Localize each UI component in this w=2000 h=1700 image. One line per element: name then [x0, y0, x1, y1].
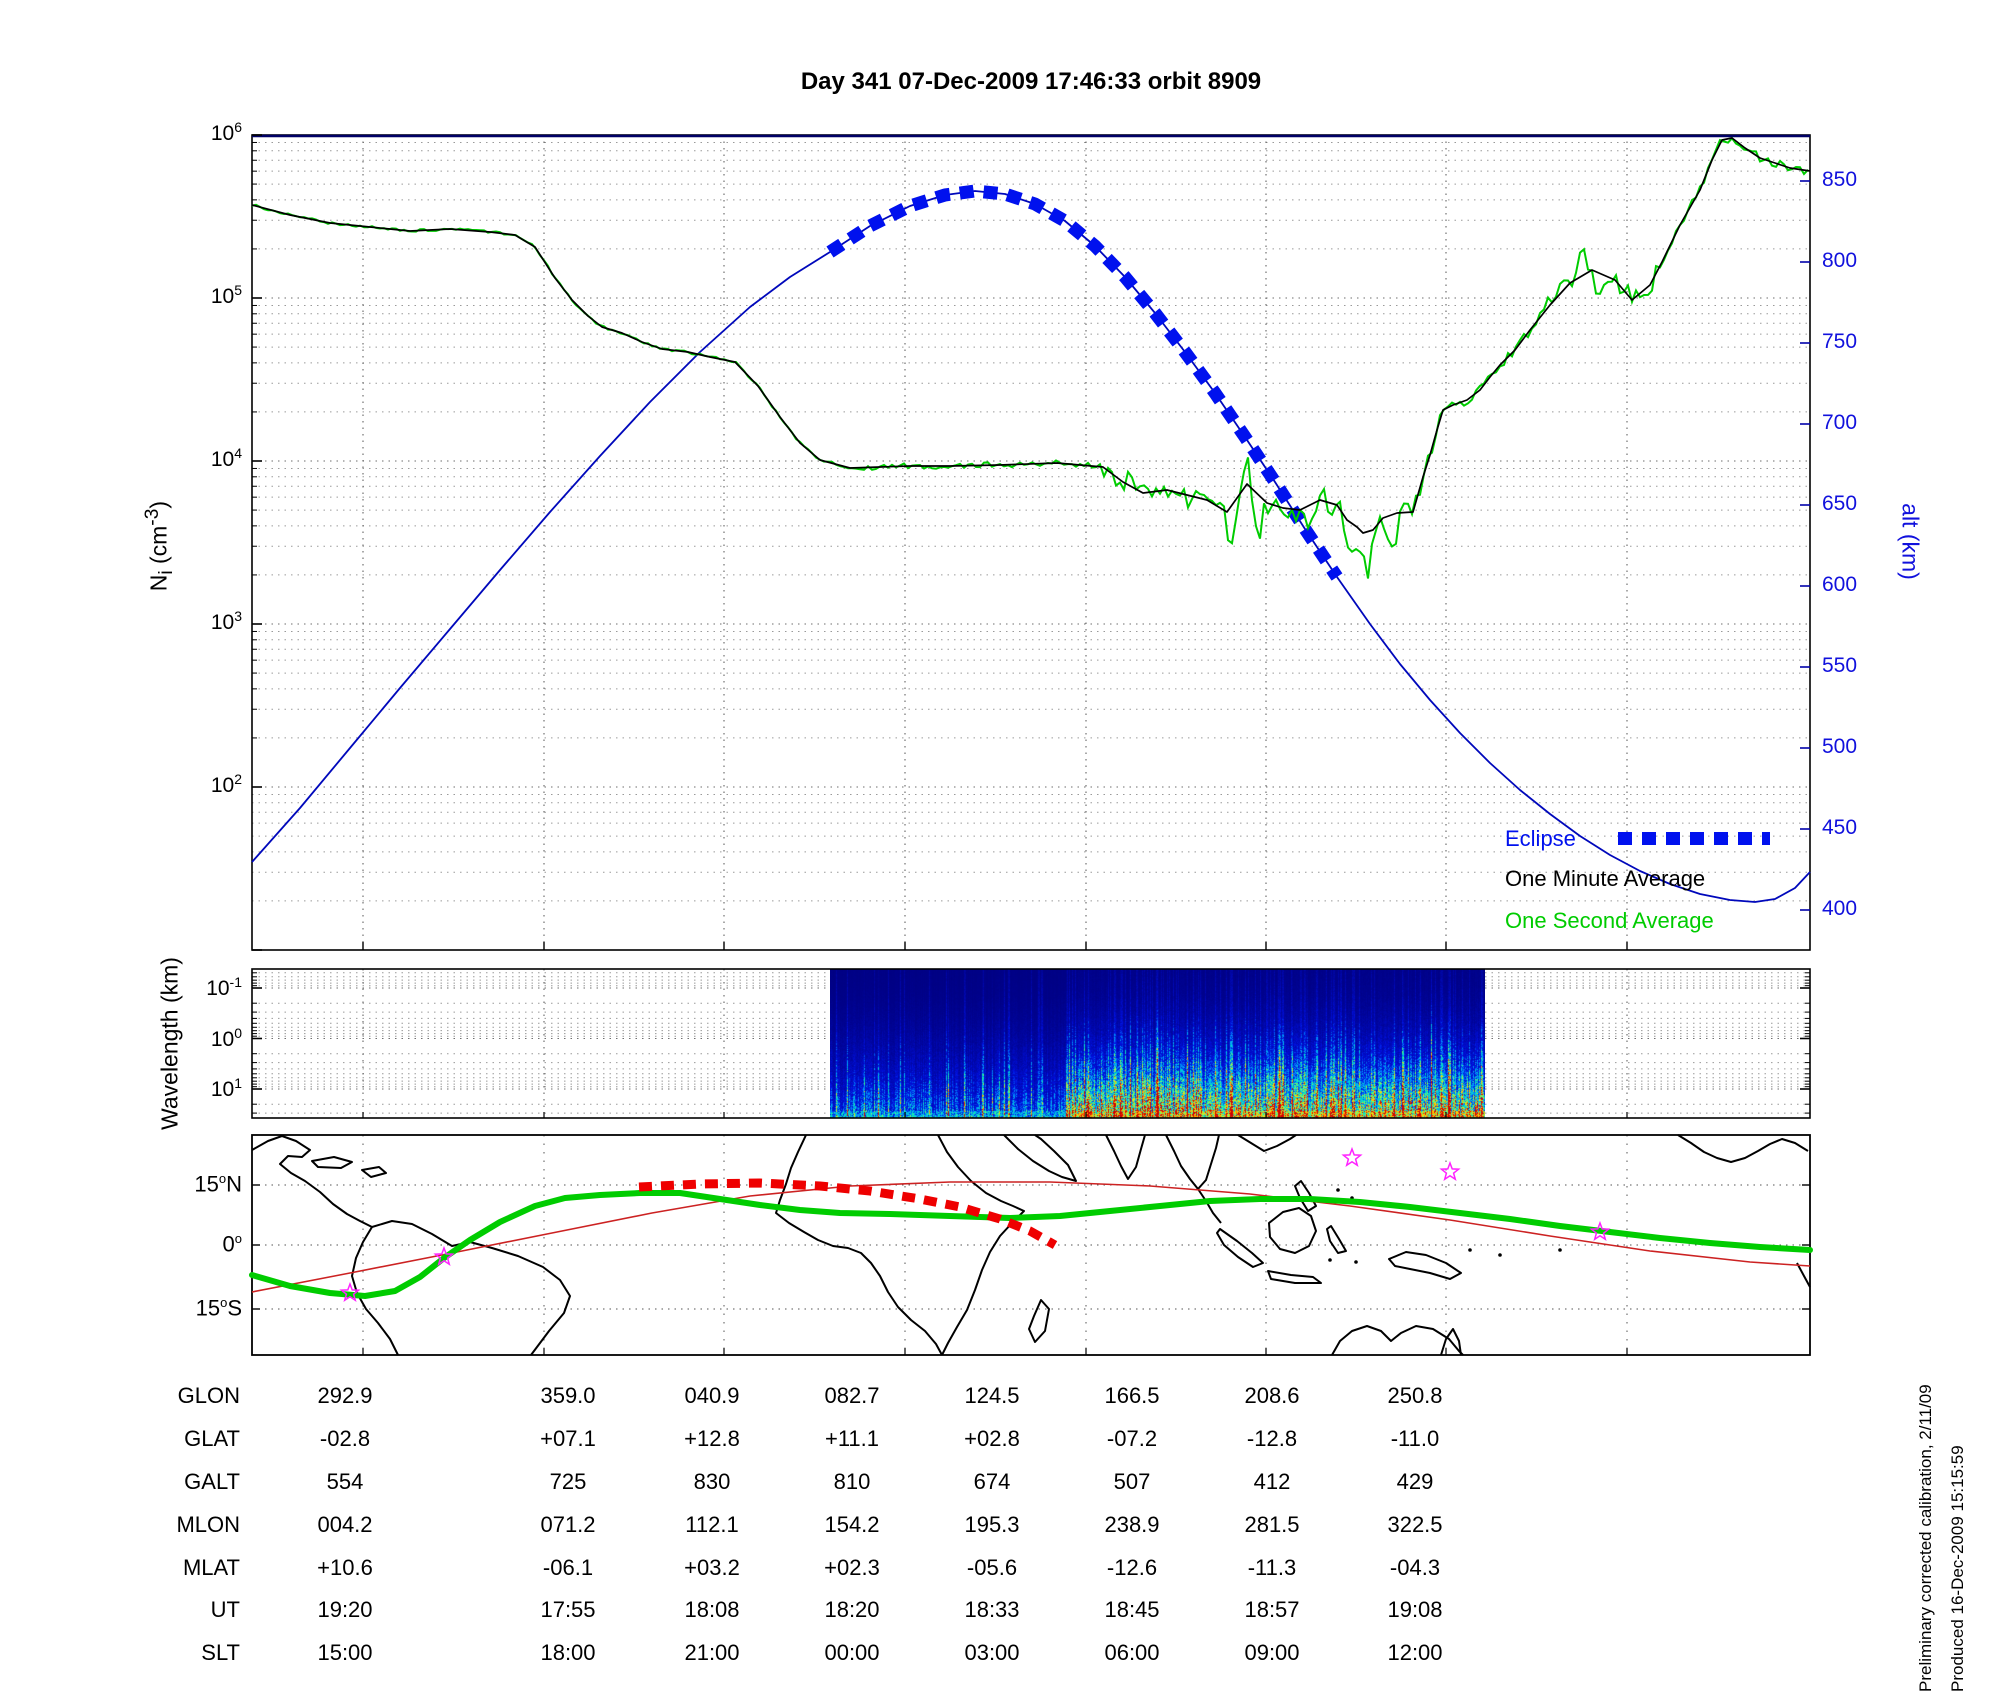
- coastline: [1197, 1188, 1222, 1224]
- coastline: [1268, 1207, 1317, 1254]
- island-dot: [1328, 1258, 1332, 1262]
- star-marker: [433, 1245, 455, 1267]
- coastline: [1267, 1270, 1322, 1284]
- middle-panel-border: [251, 968, 1811, 1119]
- coastline: [1165, 1134, 1220, 1190]
- top-panel-border: [251, 134, 1811, 951]
- coastline: [1003, 1134, 1077, 1182]
- star-marker: [339, 1281, 361, 1303]
- coastline: [1326, 1225, 1347, 1254]
- star-marker: [1439, 1160, 1461, 1182]
- coastline: [1440, 1328, 1462, 1356]
- coastline: [311, 1156, 353, 1169]
- coastline: [1796, 1262, 1811, 1288]
- coastline: [371, 1220, 571, 1356]
- ground-track: [249, 1190, 1813, 1299]
- coastline: [1028, 1299, 1050, 1343]
- star-marker: [1589, 1220, 1611, 1242]
- island-dot: [1498, 1253, 1502, 1257]
- coastline: [1388, 1251, 1462, 1280]
- coastline: [1105, 1134, 1146, 1180]
- one-minute-average-curve: [251, 137, 1811, 534]
- coastline: [361, 1166, 387, 1178]
- coastline: [1677, 1134, 1809, 1163]
- eclipse-dashes: [826, 184, 1343, 581]
- wavelength-spectrogram: [830, 969, 1485, 1118]
- island-dot: [1336, 1188, 1340, 1192]
- magnetic-equator-line: [251, 1181, 1811, 1293]
- coastline: [1216, 1228, 1264, 1268]
- island-dot: [1354, 1260, 1358, 1264]
- island-dot: [1558, 1248, 1562, 1252]
- coastline: [1331, 1325, 1464, 1356]
- altitude-curve: [251, 190, 1811, 903]
- island-dot: [1468, 1248, 1472, 1252]
- map-eclipse-dashes: [638, 1178, 1058, 1249]
- coastline: [775, 1134, 943, 1356]
- coastline: [1237, 1134, 1297, 1152]
- star-marker: [1341, 1146, 1363, 1168]
- coastline: [1294, 1180, 1317, 1212]
- coastline: [251, 1135, 373, 1228]
